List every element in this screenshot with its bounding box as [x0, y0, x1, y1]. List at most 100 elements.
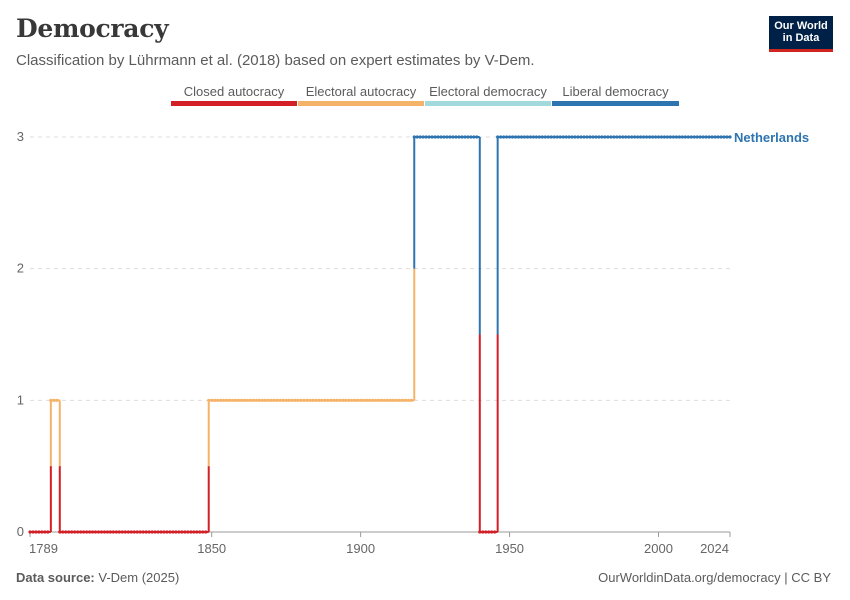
data-point	[481, 530, 485, 534]
data-point	[323, 398, 327, 402]
data-point	[49, 398, 53, 402]
data-point	[534, 135, 538, 139]
data-point	[204, 530, 208, 534]
data-point	[650, 135, 655, 139]
data-point	[633, 135, 637, 139]
data-point	[320, 398, 324, 402]
data-point	[603, 135, 607, 139]
data-point	[239, 398, 244, 402]
data-point	[284, 398, 288, 402]
data-point	[555, 135, 559, 139]
data-point	[725, 135, 729, 139]
data-point	[210, 398, 214, 402]
data-point	[624, 135, 628, 139]
data-point	[344, 398, 348, 402]
data-point	[37, 530, 41, 534]
data-point	[46, 530, 50, 534]
data-point	[582, 135, 586, 139]
data-point	[460, 135, 464, 139]
data-source: Data source: V-Dem (2025)	[16, 570, 179, 585]
x-tick-label-5: 2024	[700, 541, 729, 556]
data-point	[317, 398, 321, 402]
data-point	[430, 135, 434, 139]
data-point	[102, 530, 107, 534]
data-point	[427, 135, 431, 139]
data-point	[647, 135, 652, 139]
data-point	[76, 530, 80, 534]
data-point	[436, 135, 440, 139]
data-point	[367, 398, 372, 402]
data-point	[257, 398, 261, 402]
data-point	[302, 398, 306, 402]
data-point	[296, 398, 300, 402]
data-point	[52, 398, 56, 402]
data-point	[356, 398, 360, 402]
data-point	[105, 530, 110, 534]
data-point	[299, 398, 303, 402]
data-point	[58, 530, 62, 534]
data-point	[636, 135, 640, 139]
data-point	[370, 398, 375, 402]
data-point	[704, 135, 708, 139]
data-point	[341, 398, 345, 402]
data-point	[248, 398, 253, 402]
x-tick-label-0: 1789	[29, 541, 58, 556]
data-point	[600, 135, 604, 139]
data-point	[147, 530, 151, 534]
data-point	[156, 530, 160, 534]
data-point	[272, 398, 276, 402]
data-point	[499, 135, 503, 139]
data-point	[183, 530, 187, 534]
data-point	[698, 135, 702, 139]
data-point	[376, 398, 381, 402]
data-point	[707, 135, 711, 139]
data-point	[31, 530, 35, 534]
data-point	[671, 135, 676, 139]
data-point	[293, 398, 297, 402]
y-tick-label-1: 1	[17, 392, 24, 407]
data-point	[162, 530, 166, 534]
data-point	[213, 398, 217, 402]
data-point	[394, 398, 398, 402]
data-point	[484, 530, 488, 534]
data-point	[528, 135, 533, 139]
data-point	[159, 530, 163, 534]
data-point	[680, 135, 684, 139]
data-point	[305, 398, 309, 402]
data-point	[710, 135, 714, 139]
data-point	[618, 135, 622, 139]
data-point	[397, 398, 401, 402]
legend-label-1: Electoral autocracy	[306, 84, 417, 99]
data-point	[195, 530, 199, 534]
data-point	[469, 135, 473, 139]
series-label-netherlands: Netherlands	[734, 130, 809, 145]
data-point	[186, 530, 190, 534]
data-point	[510, 135, 515, 139]
data-point	[406, 398, 410, 402]
data-point	[540, 135, 544, 139]
data-point	[472, 135, 476, 139]
data-point	[263, 398, 267, 402]
data-point	[362, 398, 366, 402]
data-point	[251, 398, 256, 402]
data-point	[266, 398, 270, 402]
data-point	[198, 530, 202, 534]
data-point	[722, 135, 726, 139]
data-point	[245, 398, 250, 402]
data-point	[493, 530, 497, 534]
data-point	[329, 398, 333, 402]
data-point	[513, 135, 518, 139]
data-point	[174, 530, 178, 534]
owid-logo[interactable]: Our World in Data	[769, 16, 833, 52]
data-point	[591, 135, 595, 139]
data-point	[588, 135, 592, 139]
legend-label-2: Electoral democracy	[429, 84, 547, 99]
data-point	[216, 398, 220, 402]
data-point	[350, 398, 354, 402]
y-tick-label-2: 2	[17, 261, 24, 276]
x-tick-label-1: 1850	[197, 541, 226, 556]
source-link[interactable]: OurWorldinData.org/democracy | CC BY	[598, 570, 831, 585]
data-point	[201, 530, 205, 534]
data-point	[451, 135, 455, 139]
data-point	[543, 135, 547, 139]
